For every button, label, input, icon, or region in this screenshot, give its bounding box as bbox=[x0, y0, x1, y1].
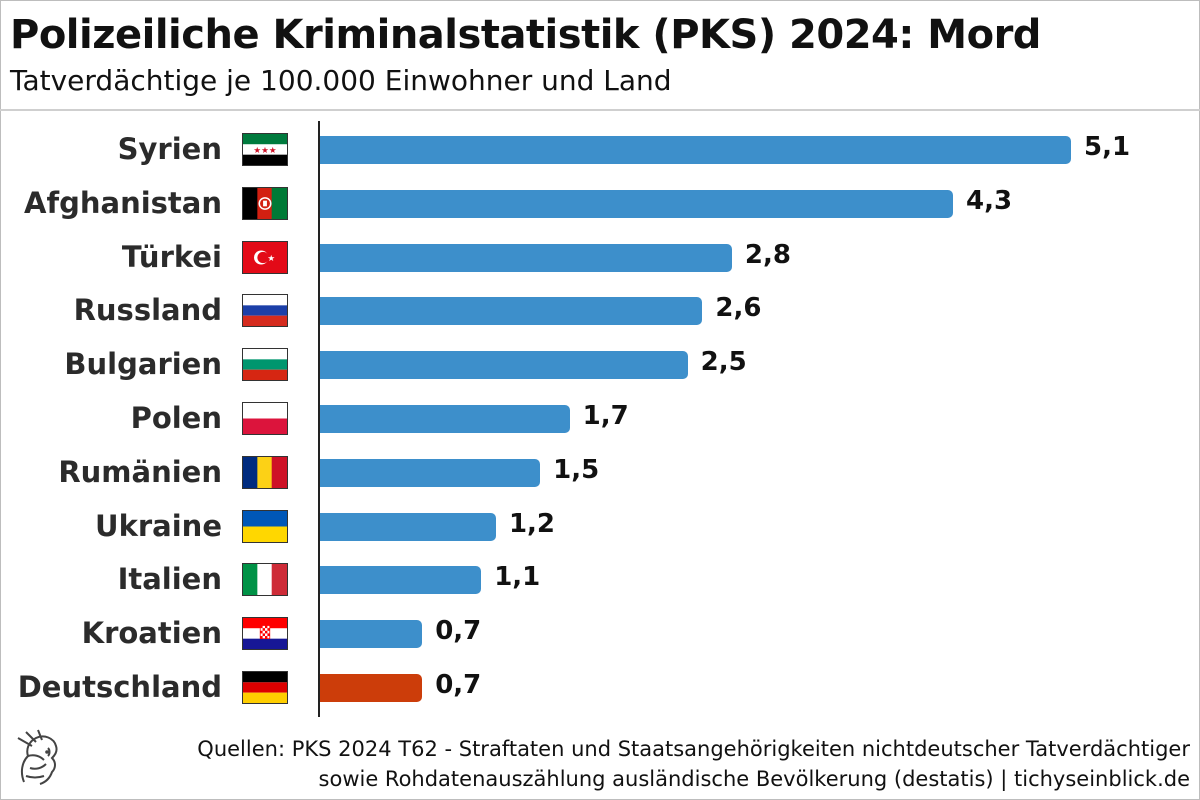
bar-row: Russland 2,6 bbox=[0, 293, 1200, 328]
data-label: 4,3 bbox=[966, 185, 1013, 216]
country-label: Italien bbox=[117, 562, 222, 597]
country-label: Bulgarien bbox=[64, 347, 222, 382]
bar-russland bbox=[319, 297, 703, 326]
bar-row: Polen 1,7 bbox=[0, 401, 1200, 435]
bar-kroatien bbox=[319, 620, 423, 649]
chart-title: Polizeiliche Kriminalstatistik (PKS) 202… bbox=[10, 12, 1041, 58]
data-label: 1,5 bbox=[553, 454, 600, 485]
bar-polen bbox=[319, 405, 570, 433]
flag-turkey-icon: ★ bbox=[242, 240, 288, 274]
bar-row: Syrien ★★★ 5,1 bbox=[0, 132, 1200, 166]
bar-row: Ukraine 1,2 bbox=[0, 508, 1200, 543]
country-label: Ukraine bbox=[95, 508, 222, 543]
country-label: Türkei bbox=[121, 239, 222, 274]
country-label: Afghanistan bbox=[24, 185, 222, 220]
bar-row: Kroatien 0,7 bbox=[0, 616, 1200, 651]
bar-row: Italien 1,1 bbox=[0, 562, 1200, 597]
flag-ukraine-icon bbox=[242, 509, 288, 543]
country-label: Kroatien bbox=[81, 616, 222, 651]
data-label: 2,5 bbox=[700, 347, 747, 378]
data-label: 2,8 bbox=[744, 239, 791, 270]
flag-bulgaria-icon bbox=[242, 348, 288, 382]
bar-afghanistan bbox=[319, 189, 954, 218]
bar-row: Deutschland 0,7 bbox=[0, 670, 1200, 704]
publisher-logo-icon bbox=[10, 728, 62, 788]
data-label: 0,7 bbox=[435, 616, 482, 647]
data-label: 1,2 bbox=[508, 508, 555, 539]
flag-croatia-icon bbox=[242, 617, 288, 651]
bar-syrien bbox=[319, 136, 1071, 164]
flag-syria-icon: ★★★ bbox=[242, 133, 288, 166]
bar-row: Türkei ★ 2,8 bbox=[0, 239, 1200, 274]
source-line-1: Quellen: PKS 2024 T62 - Straftaten und S… bbox=[197, 737, 1190, 761]
country-label: Rumänien bbox=[58, 454, 222, 489]
bar-bulgarien bbox=[319, 351, 688, 380]
flag-russia-icon bbox=[242, 294, 288, 328]
flag-afghanistan-icon bbox=[242, 186, 288, 220]
flag-romania-icon bbox=[242, 455, 288, 489]
svg-text:★: ★ bbox=[267, 253, 275, 263]
country-label: Polen bbox=[130, 401, 222, 435]
data-label: 0,7 bbox=[435, 670, 482, 700]
source-note: Quellen: PKS 2024 T62 - Straftaten und S… bbox=[197, 734, 1190, 794]
bar-row: Bulgarien 2,5 bbox=[0, 347, 1200, 382]
bar-italien bbox=[319, 566, 482, 595]
chart-subtitle: Tatverdächtige je 100.000 Einwohner und … bbox=[10, 64, 672, 97]
flag-poland-icon bbox=[242, 402, 288, 435]
bar-rumänien bbox=[319, 458, 541, 487]
data-label: 2,6 bbox=[715, 293, 762, 324]
data-label: 1,7 bbox=[582, 401, 629, 431]
country-label: Russland bbox=[73, 293, 222, 328]
flag-italy-icon bbox=[242, 563, 288, 597]
source-line-2: sowie Rohdatenauszählung ausländische Be… bbox=[318, 767, 1190, 791]
header-divider bbox=[0, 109, 1200, 111]
svg-text:★★★: ★★★ bbox=[253, 146, 276, 156]
bar-ukraine bbox=[319, 512, 496, 541]
data-label: 5,1 bbox=[1084, 132, 1131, 162]
bar-deutschland bbox=[319, 674, 423, 702]
flag-germany-icon bbox=[242, 671, 288, 704]
bar-row: Rumänien 1,5 bbox=[0, 454, 1200, 489]
country-label: Syrien bbox=[117, 132, 222, 166]
data-label: 1,1 bbox=[494, 562, 541, 593]
bar-row: Afghanistan 4,3 bbox=[0, 185, 1200, 220]
country-label: Deutschland bbox=[17, 670, 222, 704]
y-axis-line bbox=[318, 121, 320, 717]
bar-türkei bbox=[319, 243, 732, 272]
